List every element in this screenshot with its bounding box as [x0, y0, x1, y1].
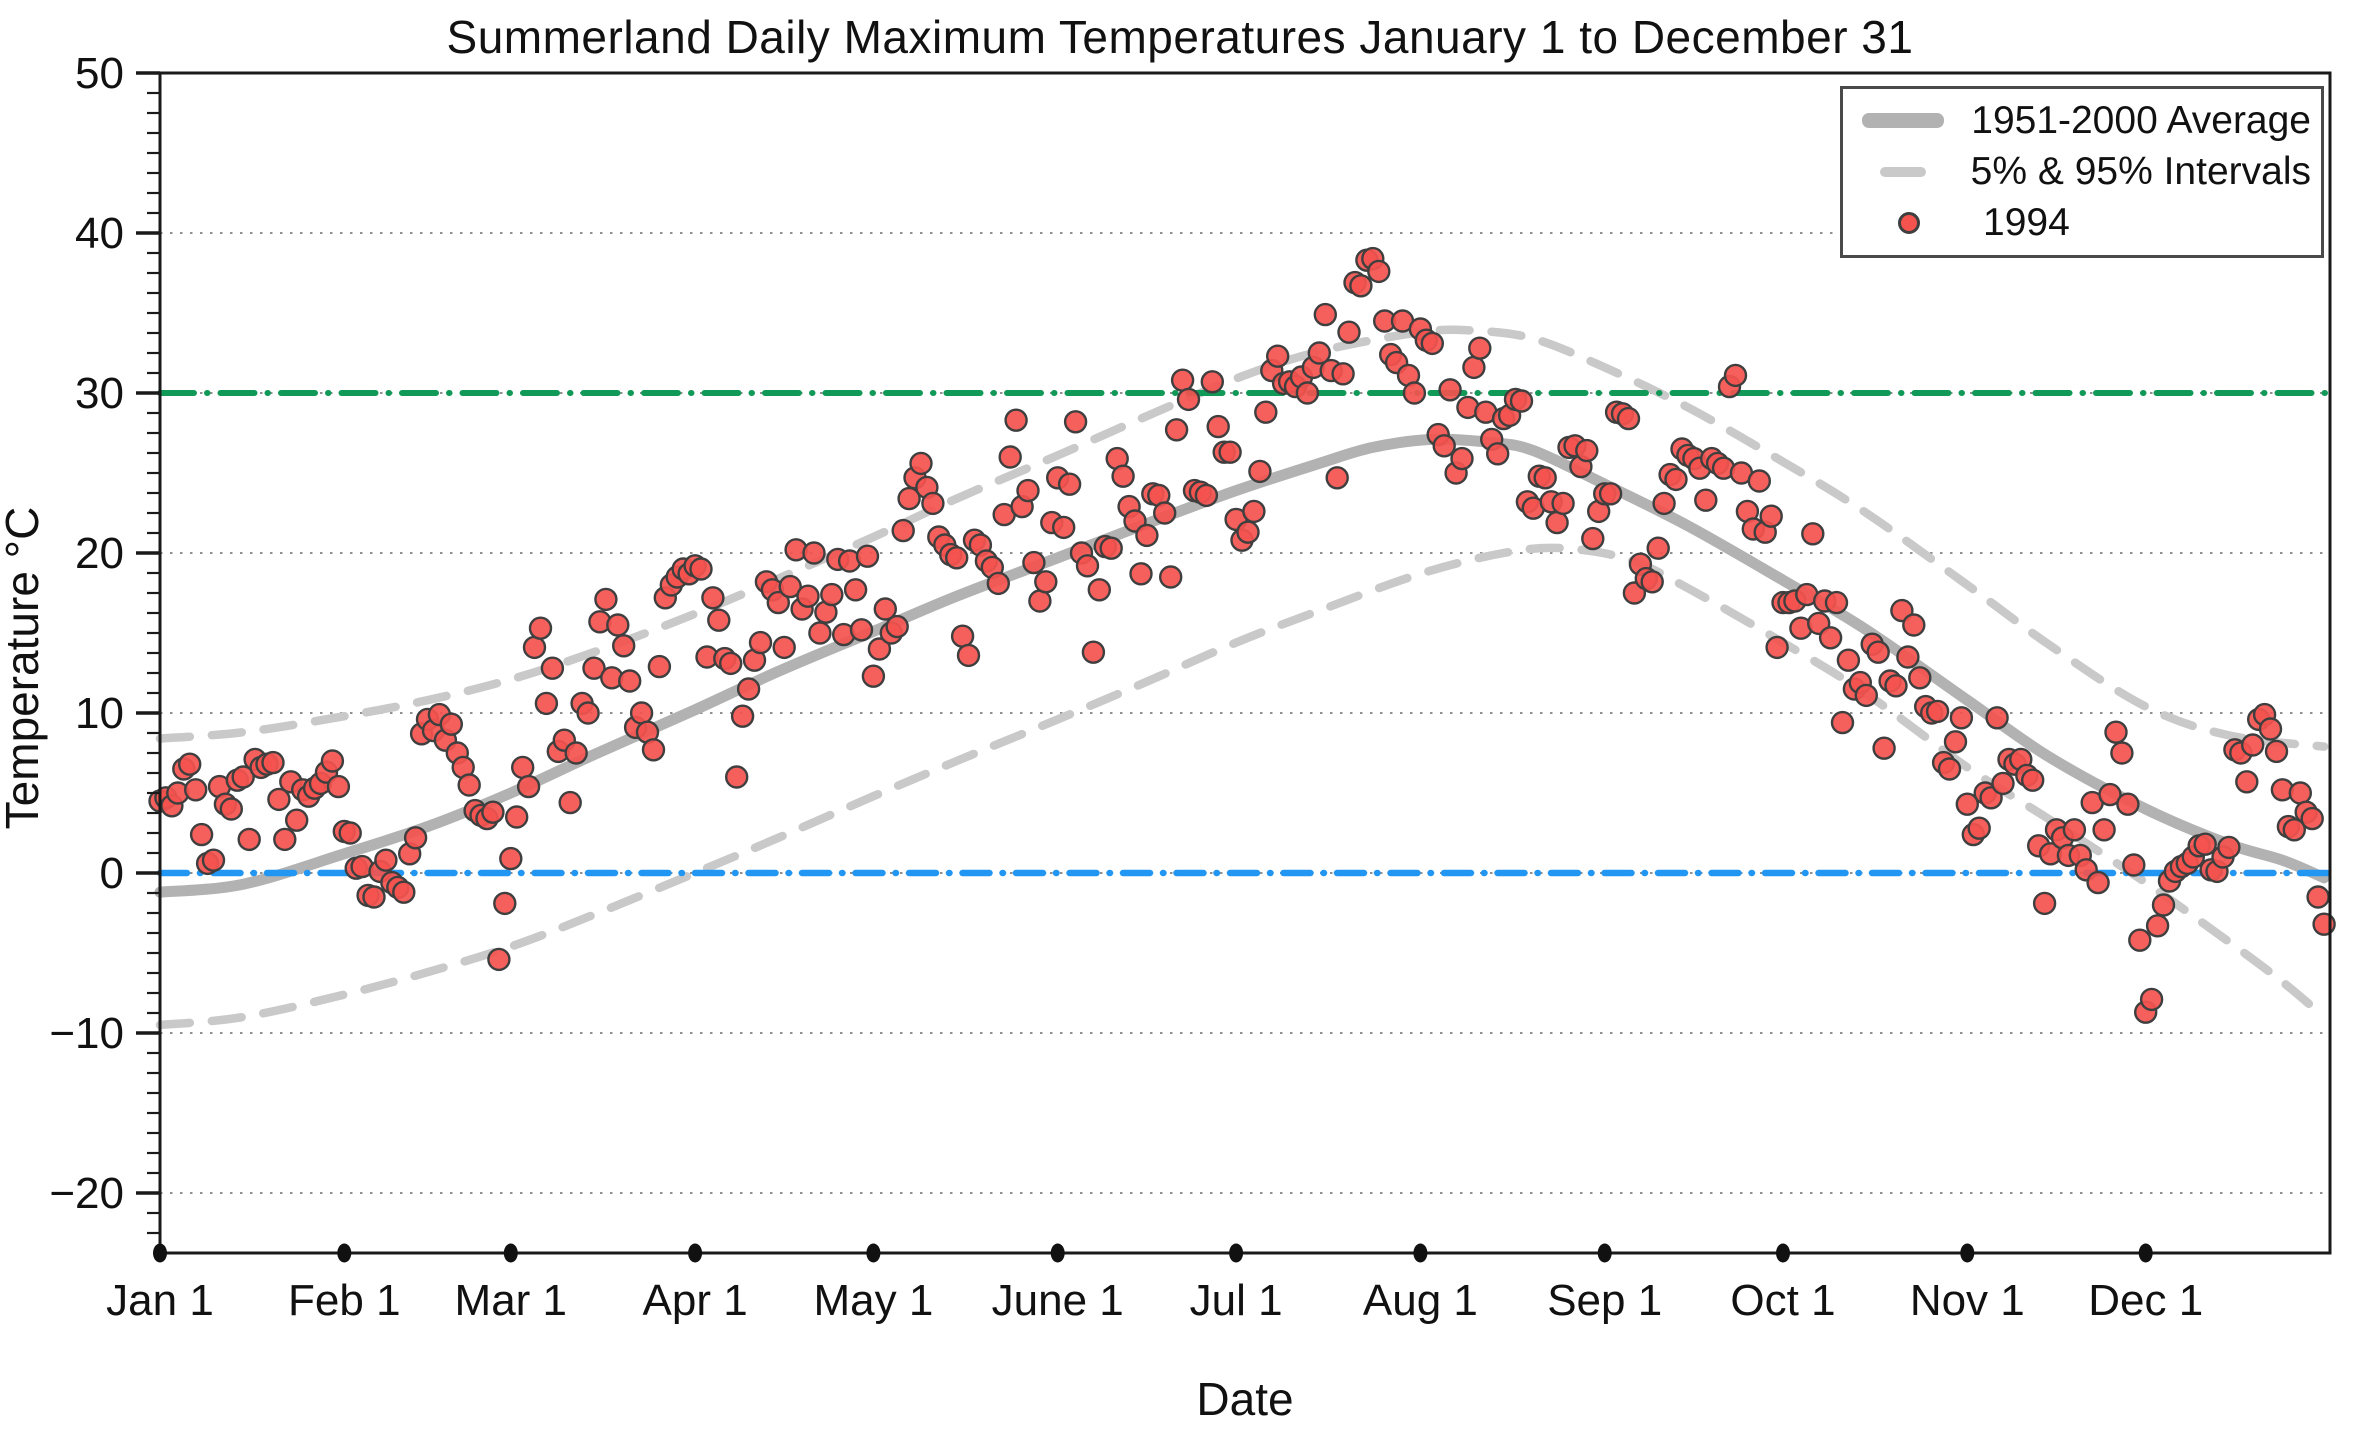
legend-item-intervals: 5% & 95% Intervals: [1861, 150, 2311, 194]
y-tick-label-0: 0: [100, 849, 124, 898]
legend-item-1994: 1994: [1861, 201, 2311, 245]
x-tick-label-Aug1: Aug 1: [1363, 1276, 1478, 1325]
month-dot-Nov1: [1960, 1243, 1975, 1263]
month-dot-May1: [866, 1243, 881, 1263]
y-tick-label-30: 30: [75, 369, 124, 418]
plot-frame: [158, 71, 2332, 1255]
thick-line-swatch-icon: [1861, 113, 1945, 129]
legend-label: 5% & 95% Intervals: [1970, 149, 2311, 193]
chart-title: Summerland Daily Maximum Temperatures Ja…: [446, 11, 1914, 63]
y-tick-label--10: −10: [49, 1009, 124, 1058]
x-tick-label-Mar1: Mar 1: [455, 1276, 567, 1325]
month-dot-Apr1: [688, 1243, 703, 1263]
y-tick-label-40: 40: [75, 209, 124, 258]
legend-item-average: 1951-2000 Average: [1861, 99, 2311, 143]
month-dot-Oct1: [1776, 1243, 1790, 1263]
x-tick-label-Sep1: Sep 1: [1547, 1276, 1662, 1325]
month-dot-Sep1: [1597, 1243, 1612, 1263]
y-axis-ticks: 50 40 30 20 10 0 −10 −20: [49, 49, 160, 1235]
x-tick-label-May1: May 1: [813, 1276, 933, 1325]
x-tick-label-Jan1: Jan 1: [106, 1276, 214, 1325]
legend: 1951-2000 Average 5% & 95% Intervals 1994: [1840, 86, 2324, 258]
month-dot-Feb1: [337, 1243, 352, 1263]
x-tick-label-June1: June 1: [992, 1276, 1124, 1325]
interval-curves: [155, 325, 2329, 1030]
month-dot-Mar1: [503, 1243, 518, 1263]
x-tick-label-Apr1: Apr 1: [643, 1276, 748, 1325]
x-tick-label-Feb1: Feb 1: [288, 1276, 401, 1325]
x-axis-title: Date: [1196, 1373, 1294, 1425]
legend-label: 1951-2000 Average: [1971, 98, 2311, 142]
month-dot-June1: [1050, 1243, 1065, 1263]
x-tick-label-Jul1: Jul 1: [1190, 1276, 1283, 1325]
x-tick-label-Nov1: Nov 1: [1910, 1276, 2025, 1325]
red-dot-swatch-icon: [1861, 212, 1957, 235]
x-tick-label-Dec1: Dec 1: [2088, 1276, 2203, 1325]
month-dot-Jan1: [153, 1243, 167, 1263]
legend-label: 1994: [1983, 201, 2070, 245]
scatter-1994: [148, 246, 2336, 1024]
x-tick-label-Oct1: Oct 1: [1730, 1276, 1835, 1325]
y-tick-label-20: 20: [75, 529, 124, 578]
y-tick-label-10: 10: [75, 689, 124, 738]
y-tick-label-50: 50: [75, 49, 124, 98]
y-tick-label--20: −20: [49, 1169, 124, 1218]
x-axis-ticks: Jan 1 Feb 1 Mar 1 Apr 1 May 1 June 1 Jul 1 Aug …: [106, 1243, 2203, 1325]
month-dot-Aug1: [1413, 1243, 1428, 1263]
dashed-line-swatch-icon: [1861, 166, 1945, 177]
month-dot-Dec1: [2138, 1243, 2153, 1263]
lower-5pct-curve: [155, 543, 2329, 1030]
month-dot-Jul1: [1229, 1243, 1244, 1263]
